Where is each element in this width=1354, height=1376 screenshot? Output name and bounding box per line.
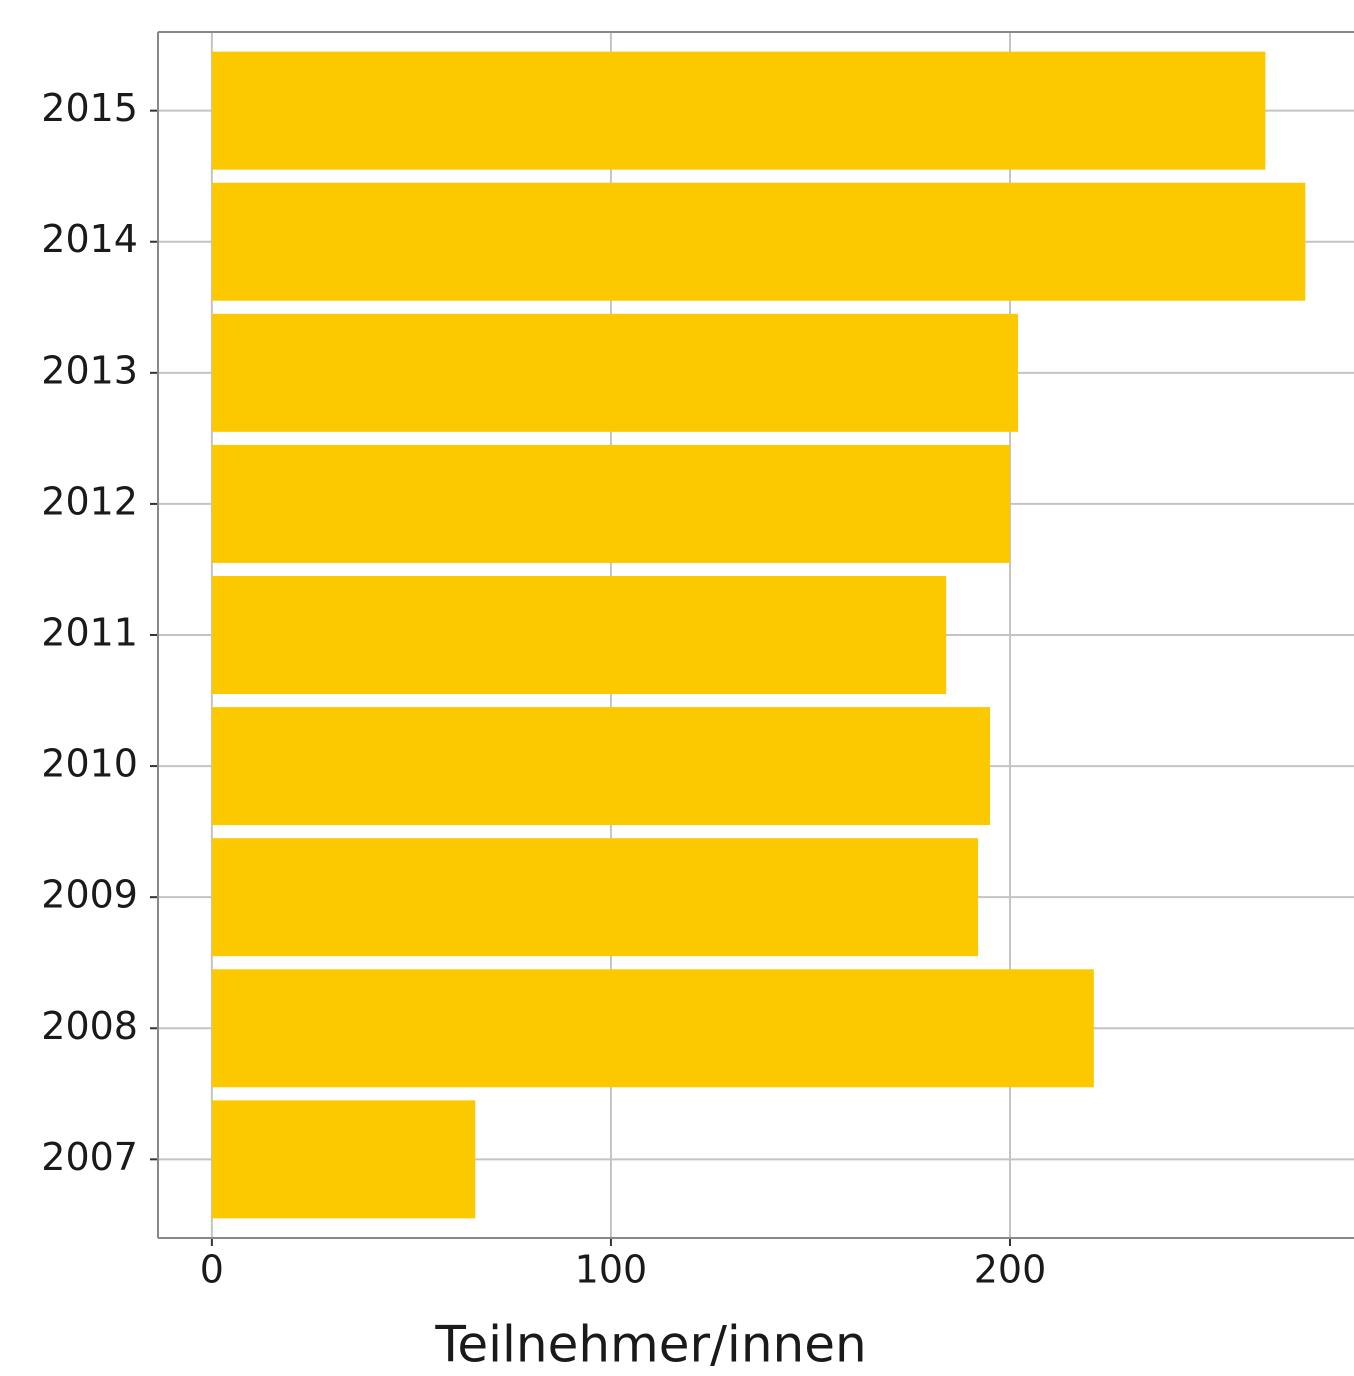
x-axis-title: Teilnehmer/innen <box>434 1316 866 1374</box>
bar <box>211 707 991 826</box>
bar <box>211 1100 476 1219</box>
bar <box>211 182 1306 301</box>
y-tick-label: 2012 <box>41 479 138 523</box>
y-tick-label: 2011 <box>41 611 138 655</box>
y-tick-label: 2014 <box>41 217 138 261</box>
bar <box>211 576 947 694</box>
y-tick-label: 2008 <box>41 1004 138 1048</box>
bar <box>211 969 1094 1088</box>
x-tick-label: 0 <box>200 1248 224 1292</box>
bar <box>211 51 1266 170</box>
y-tick-label: 2007 <box>41 1135 138 1179</box>
bar <box>211 838 979 957</box>
y-tick-label: 2015 <box>41 86 138 130</box>
y-tick-label: 2009 <box>41 873 138 917</box>
y-tick-label: 2010 <box>41 742 138 786</box>
x-tick-label: 200 <box>974 1248 1047 1292</box>
y-tick-label: 2013 <box>41 348 138 392</box>
x-tick-label: 100 <box>575 1248 648 1292</box>
bar <box>211 444 1011 563</box>
bar <box>211 313 1018 432</box>
